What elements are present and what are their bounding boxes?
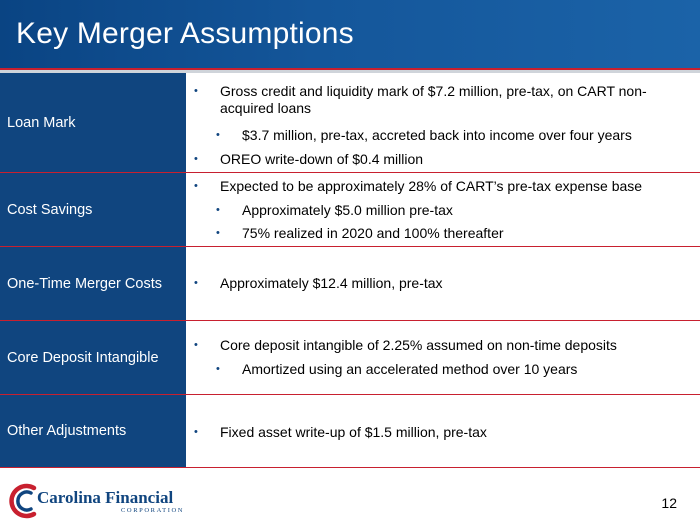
assumption-row-loan-mark: Loan Mark • Gross credit and liquidity m…: [0, 73, 700, 172]
row-label-cell: One-Time Merger Costs: [0, 247, 186, 320]
sub-bullet-text: 75% realized in 2020 and 100% thereafter: [242, 225, 504, 241]
slide-title: Key Merger Assumptions: [16, 17, 354, 50]
logo-subtitle: CORPORATION: [121, 507, 185, 514]
row-divider: [0, 246, 700, 247]
row-divider: [0, 394, 700, 395]
bullet-text: Expected to be approximately 28% of CART…: [220, 178, 643, 194]
page-number: 12: [661, 495, 677, 511]
assumption-row-cost-savings: Cost Savings • Expected to be approximat…: [0, 173, 700, 246]
row-label-cell: Core Deposit Intangible: [0, 321, 186, 394]
title-rule-red: [0, 68, 700, 70]
bullet-text: Core deposit intangible of 2.25% assumed…: [220, 337, 617, 353]
row-label: Other Adjustments: [7, 423, 127, 439]
bullet-text: OREO write-down of $0.4 million: [220, 151, 424, 167]
row-body: • Fixed asset write-up of $1.5 million, …: [186, 395, 700, 467]
bullet-marker: •: [194, 153, 198, 165]
row-label: Core Deposit Intangible: [7, 349, 159, 366]
bullet-marker: •: [194, 180, 198, 192]
row-label: One-Time Merger Costs: [7, 275, 162, 292]
bullet-marker: •: [194, 426, 198, 438]
bullet-marker: •: [194, 339, 198, 351]
carolina-financial-logo-icon: [9, 483, 37, 519]
bullet-marker: •: [216, 129, 220, 141]
bullet-marker: •: [216, 363, 220, 375]
row-divider: [0, 320, 700, 321]
sub-bullet-text: Amortized using an accelerated method ov…: [242, 361, 578, 377]
row-body: • Approximately $12.4 million, pre-tax: [186, 247, 700, 320]
title-bar: Key Merger Assumptions: [0, 0, 700, 68]
row-body: • Core deposit intangible of 2.25% assum…: [186, 321, 700, 394]
row-body: • Expected to be approximately 28% of CA…: [186, 173, 700, 246]
bullet-text: Gross credit and liquidity mark of $7.2 …: [220, 83, 647, 116]
assumption-row-other-adjustments: Other Adjustments • Fixed asset write-up…: [0, 395, 700, 467]
bullet-marker: •: [216, 227, 220, 239]
bullet-text: Approximately $12.4 million, pre-tax: [220, 275, 443, 291]
row-label-cell: Loan Mark: [0, 73, 186, 172]
sub-bullet-text: $3.7 million, pre-tax, accreted back int…: [242, 127, 632, 143]
row-label-cell: Other Adjustments: [0, 395, 186, 467]
bullet-marker: •: [194, 277, 198, 289]
assumption-row-core-deposit-intangible: Core Deposit Intangible • Core deposit i…: [0, 321, 700, 394]
row-divider: [0, 172, 700, 173]
logo-wordmark: Carolina Financial: [37, 488, 174, 507]
bullet-text: Fixed asset write-up of $1.5 million, pr…: [220, 424, 487, 440]
row-divider: [0, 467, 700, 468]
row-body: • Gross credit and liquidity mark of $7.…: [186, 73, 700, 172]
assumption-row-one-time-merger-costs: One-Time Merger Costs • Approximately $1…: [0, 247, 700, 320]
bullet-marker: •: [194, 85, 198, 97]
row-label-cell: Cost Savings: [0, 173, 186, 246]
title-rule-gray: [0, 70, 700, 73]
bullet-marker: •: [216, 204, 220, 216]
row-label: Cost Savings: [7, 201, 93, 218]
sub-bullet-text: Approximately $5.0 million pre-tax: [242, 202, 453, 218]
row-label: Loan Mark: [7, 114, 76, 131]
